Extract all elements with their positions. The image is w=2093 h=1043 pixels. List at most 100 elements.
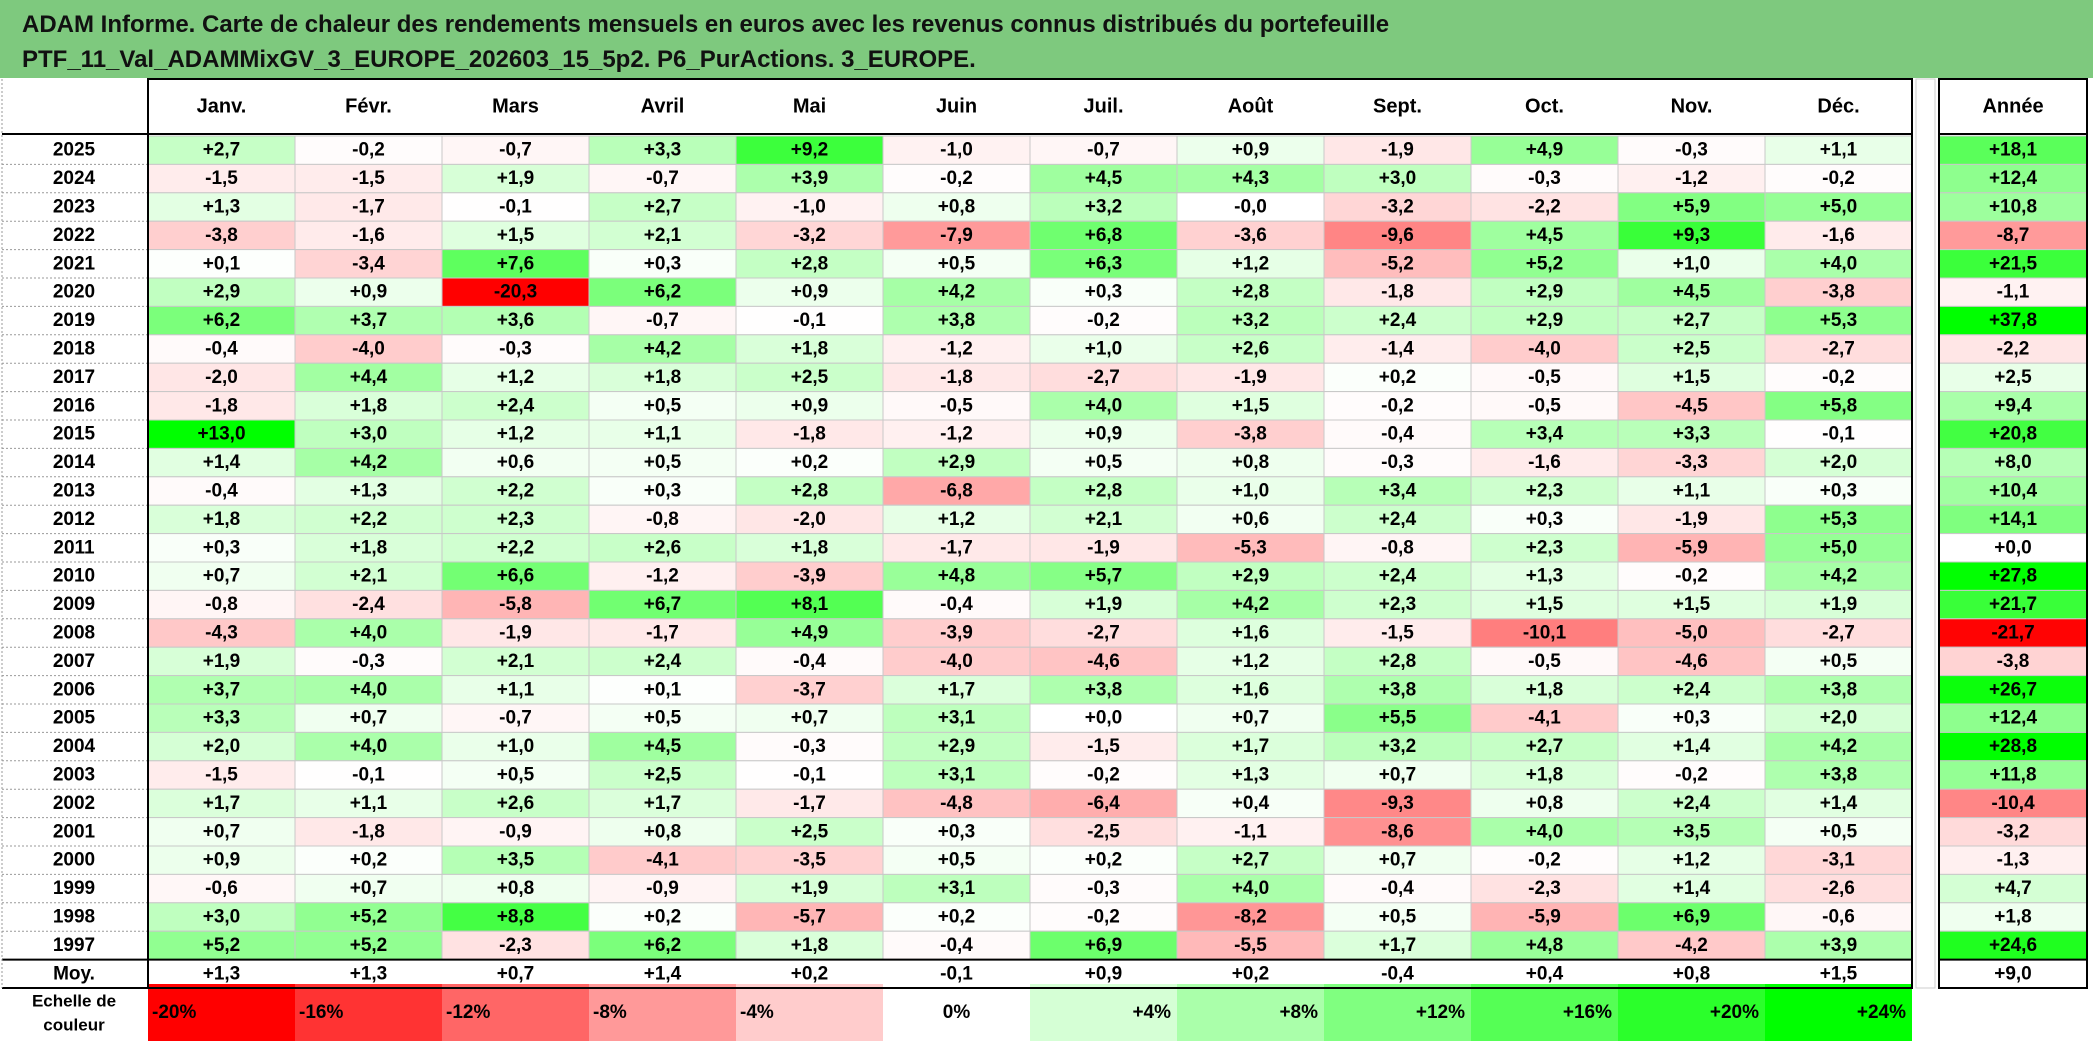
cell-2007-4 xyxy=(588,646,737,677)
cell-value-2018-4: +4,2 xyxy=(644,339,682,360)
year-label-2019: 2019 xyxy=(53,310,95,331)
cell-2002-2 xyxy=(294,788,443,819)
annual-value-1997: +24,6 xyxy=(1989,935,2037,956)
cell-value-2024-10: -0,3 xyxy=(1528,168,1561,189)
cell-value-2008-1: -4,3 xyxy=(205,623,238,644)
cell-1998-2 xyxy=(294,902,443,932)
cell-2016-1 xyxy=(147,391,296,421)
cell-2004-4 xyxy=(588,731,737,762)
cell-value-1998-2: +5,2 xyxy=(350,907,388,928)
month-header-3: Mars xyxy=(492,96,539,118)
cell-2013-1 xyxy=(147,476,296,506)
cell-value-2023-12: +5,0 xyxy=(1820,197,1858,218)
cell-2006-2 xyxy=(294,675,443,705)
cell-2012-1 xyxy=(147,504,296,535)
cell-2003-5 xyxy=(735,760,884,790)
cell-value-2003-9: +0,7 xyxy=(1379,765,1417,786)
cell-value-2020-6: +4,2 xyxy=(938,282,976,303)
cell-2013-9 xyxy=(1323,476,1472,506)
cell-value-2024-2: -1,5 xyxy=(352,168,385,189)
cell-2000-11 xyxy=(1617,845,1766,875)
cell-value-2004-3: +1,0 xyxy=(497,736,535,757)
cell-value-2021-11: +1,0 xyxy=(1673,253,1711,274)
cell-value-2008-7: -2,7 xyxy=(1087,623,1120,644)
cell-value-2002-10: +0,8 xyxy=(1526,793,1564,814)
cell-value-2017-9: +0,2 xyxy=(1379,367,1417,388)
cell-2003-2 xyxy=(294,760,443,790)
cell-value-2011-9: -0,8 xyxy=(1381,537,1414,558)
cell-value-2005-2: +0,7 xyxy=(350,708,388,729)
cell-value-2024-1: -1,5 xyxy=(205,168,238,189)
cell-value-2009-3: -5,8 xyxy=(499,594,532,615)
cell-value-2002-4: +1,7 xyxy=(644,793,682,814)
cell-2024-3 xyxy=(441,163,590,194)
annual-value-2006: +26,7 xyxy=(1989,679,2037,700)
year-label-2016: 2016 xyxy=(53,395,95,416)
cell-value-2016-4: +0,5 xyxy=(644,395,682,416)
cell-value-2005-10: -4,1 xyxy=(1528,708,1561,729)
cell-2017-6 xyxy=(882,362,1031,393)
cell-2001-8 xyxy=(1176,817,1325,847)
annual-value-2009: +21,7 xyxy=(1989,594,2037,615)
cell-value-2021-2: -3,4 xyxy=(352,253,385,274)
average-value-3: +0,7 xyxy=(497,963,535,984)
cell-value-2001-8: -1,1 xyxy=(1234,821,1267,842)
year-label-2006: 2006 xyxy=(53,679,95,700)
cell-value-2011-1: +0,3 xyxy=(203,537,241,558)
cell-value-2019-10: +2,9 xyxy=(1526,310,1564,331)
cell-value-2012-2: +2,2 xyxy=(350,509,388,530)
cell-value-2012-6: +1,2 xyxy=(938,509,976,530)
cell-2020-6 xyxy=(882,277,1031,307)
annual-value-2004: +28,8 xyxy=(1989,736,2037,757)
cell-value-2014-9: -0,3 xyxy=(1381,452,1414,473)
cell-value-2015-11: +3,3 xyxy=(1673,424,1711,445)
cell-2004-11 xyxy=(1617,731,1766,762)
cell-2013-6 xyxy=(882,476,1031,506)
cell-2022-2 xyxy=(294,220,443,251)
cell-2017-10 xyxy=(1470,362,1619,393)
color-scale-step-label-12: +24% xyxy=(1857,1002,1906,1023)
cell-value-2013-7: +2,8 xyxy=(1085,481,1123,502)
cell-2008-9 xyxy=(1323,618,1472,648)
cell-value-2001-5: +2,5 xyxy=(791,821,829,842)
year-label-2013: 2013 xyxy=(53,481,95,502)
average-value-12: +1,5 xyxy=(1820,963,1858,984)
cell-2010-5 xyxy=(735,561,884,591)
cell-value-2000-3: +3,5 xyxy=(497,850,535,871)
cell-value-2003-1: -1,5 xyxy=(205,765,238,786)
cell-2019-5 xyxy=(735,305,884,336)
average-value-2: +1,3 xyxy=(350,963,388,984)
color-scale-swatch-8 xyxy=(1177,984,1324,1041)
color-scale-step-label-4: -8% xyxy=(593,1002,627,1023)
year-label-1997: 1997 xyxy=(53,935,95,956)
cell-value-2018-11: +2,5 xyxy=(1673,339,1711,360)
cell-2025-11 xyxy=(1617,135,1766,165)
cell-value-2020-10: +2,9 xyxy=(1526,282,1564,303)
cell-2019-7 xyxy=(1029,305,1178,336)
cell-2005-7 xyxy=(1029,703,1178,733)
cell-value-2006-9: +3,8 xyxy=(1379,679,1417,700)
cell-value-1999-5: +1,9 xyxy=(791,878,829,899)
year-label-2004: 2004 xyxy=(53,736,96,757)
cell-2004-1 xyxy=(147,731,296,762)
cell-value-1999-2: +0,7 xyxy=(350,878,388,899)
cell-value-2016-3: +2,4 xyxy=(497,395,535,416)
cell-value-2011-11: -5,9 xyxy=(1675,537,1708,558)
cell-value-2015-12: -0,1 xyxy=(1822,424,1855,445)
cell-2025-9 xyxy=(1323,135,1472,165)
cell-value-2025-11: -0,3 xyxy=(1675,140,1708,161)
color-scale-swatch-6 xyxy=(883,984,1030,1041)
annual-cell-2011 xyxy=(1938,533,2088,563)
cell-2005-4 xyxy=(588,703,737,733)
cell-value-2025-12: +1,1 xyxy=(1820,140,1858,161)
cell-value-2000-7: +0,2 xyxy=(1085,850,1123,871)
cell-value-2001-4: +0,8 xyxy=(644,821,682,842)
cell-value-2006-6: +1,7 xyxy=(938,679,976,700)
cell-2023-3 xyxy=(441,192,590,222)
cell-value-2013-6: -6,8 xyxy=(940,481,973,502)
color-scale-swatch-5 xyxy=(736,984,883,1041)
cell-2000-7 xyxy=(1029,845,1178,875)
cell-value-2002-8: +0,4 xyxy=(1232,793,1270,814)
cell-2020-12 xyxy=(1764,277,1913,307)
year-label-2008: 2008 xyxy=(53,623,95,644)
